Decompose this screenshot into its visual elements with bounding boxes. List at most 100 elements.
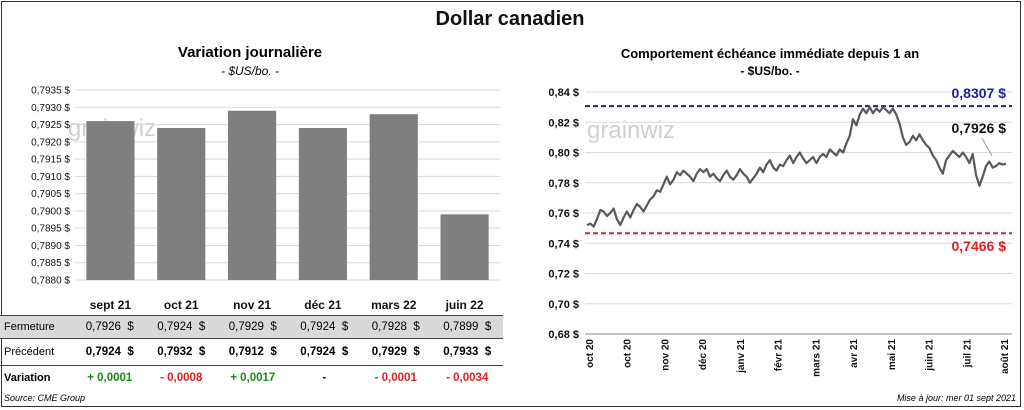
cell-currency: $ — [341, 346, 349, 358]
cell-value: 0,7929 — [228, 321, 264, 333]
x-tick-label: déc 20 — [698, 339, 709, 371]
row-label: Variation — [4, 372, 51, 384]
table-cell: + 0,0001 — [87, 372, 133, 384]
high-label: 0,8307 $ — [952, 85, 1007, 101]
y-tick-label: 0,7910 $ — [31, 172, 70, 183]
x-tick-label: mars 22 — [371, 298, 417, 312]
bar-y-axis: 0,7880 $ 0,7885 $ 0,7890 $ 0,7895 $ 0,7900 $… — [31, 86, 70, 287]
update-note: Mise à jour: mer 01 sept 2021 — [896, 393, 1016, 403]
table-row-variation: Variation + 0,0001 - 0,0008 + 0,0017 - -… — [0, 366, 503, 391]
table-cell: 0,7928 $ — [360, 315, 432, 339]
y-tick-label: 0,7920 $ — [31, 137, 70, 148]
x-tick-label: janv 21 — [736, 339, 747, 374]
cell-value: 0,7924 — [85, 346, 121, 358]
x-tick-label: mars 21 — [811, 339, 822, 377]
line-chart-title: Comportement échéance immédiate depuis 1… — [620, 46, 920, 61]
cell-value: 0,7932 — [157, 346, 193, 358]
y-tick-label: 0,74 $ — [548, 238, 579, 250]
y-tick-label: 0,76 $ — [548, 208, 579, 220]
row-label: Fermeture — [0, 315, 74, 339]
cell-value: 0,7928 — [371, 321, 407, 333]
x-tick-label: juil 21 — [962, 339, 973, 369]
cell-value: 0,7933 — [443, 346, 479, 358]
bar-chart: grainwiz 0,7880 $0,7885 $0,7890 $0,7895 … — [31, 86, 500, 312]
bar — [440, 214, 489, 280]
y-tick-label: 0,7930 $ — [31, 103, 70, 114]
line-x-axis: oct 20 oct 20 nov 20 déc 20 janv 21 févr 21 ma… — [585, 339, 1011, 377]
source-note: Source: CME Group — [4, 393, 86, 403]
cell-value: 0,7924 — [157, 321, 193, 333]
y-tick-label: 0,70 $ — [548, 299, 579, 311]
x-tick-label: juin 22 — [445, 298, 484, 312]
cell-currency: $ — [127, 346, 134, 358]
cell-value: 0,7929 — [371, 346, 407, 358]
y-tick-label: 0,68 $ — [548, 329, 579, 341]
table-cell: 0,7924 $ — [288, 315, 360, 339]
table-cell: - — [322, 372, 327, 384]
table-cell: 0,7932 $ — [145, 338, 217, 366]
table-cell: 0,7924 $ — [74, 338, 146, 366]
bar-grid — [75, 89, 500, 281]
bar — [228, 110, 277, 281]
cell-value: 0,7924 — [300, 346, 336, 358]
row-label: Précédent — [0, 338, 74, 366]
cell-currency: $ — [413, 346, 420, 358]
x-tick-label: oct 20 — [623, 339, 634, 368]
x-tick-label: avr 21 — [849, 339, 860, 368]
table-row-fermeture: Fermeture 0,7926 $ 0,7924 $ 0,7929 $ 0,7… — [0, 315, 503, 339]
table-row-precedent: Précédent 0,7924 $ 0,7932 $ 0,7912 $ 0,7… — [0, 338, 503, 366]
bar — [157, 128, 206, 280]
y-tick-label: 0,80 $ — [548, 148, 579, 160]
bar-chart-unit: - $US/bo. - — [220, 64, 280, 78]
cell-currency: $ — [341, 321, 349, 333]
main-title: Dollar canadien — [435, 8, 585, 30]
x-tick-label: mai 21 — [887, 339, 898, 371]
watermark: grainwiz — [587, 117, 675, 144]
bar — [86, 121, 135, 280]
table-cell: 0,7899 $ — [431, 315, 503, 339]
x-tick-label: juin 21 — [925, 339, 936, 372]
last-label: 0,7926 $ — [952, 120, 1007, 136]
y-tick-label: 0,72 $ — [548, 269, 579, 281]
y-tick-label: 0,7915 $ — [31, 155, 70, 166]
x-tick-label: oct 20 — [585, 339, 596, 368]
cell-currency: $ — [270, 346, 277, 358]
table-cell: 0,7924 $ — [145, 315, 217, 339]
bar-chart-title: Variation journalière — [177, 44, 323, 61]
last-value-leader — [981, 137, 993, 156]
line-y-axis: 0,68 $ 0,70 $ 0,72 $ 0,74 $ 0,76 $ 0,78 $ 0,80… — [548, 87, 579, 341]
cell-currency: $ — [198, 321, 206, 333]
bar — [298, 128, 347, 280]
cell-value: 0,7912 — [228, 346, 264, 358]
cell-currency: $ — [484, 346, 492, 358]
y-tick-label: 0,7885 $ — [31, 258, 70, 269]
table-cell: 0,7929 $ — [217, 315, 289, 339]
line-series — [586, 106, 1007, 228]
cell-value: 0,7926 — [85, 321, 121, 333]
y-tick-label: 0,7900 $ — [31, 206, 70, 217]
table-cell: - 0,0001 — [374, 372, 417, 384]
y-tick-label: 0,78 $ — [548, 178, 579, 190]
bar-x-axis: sept 21 oct 21 nov 21 déc 21 mars 22 juin 22 — [90, 298, 484, 312]
cell-currency: $ — [270, 321, 277, 333]
cell-value: 0,7924 — [300, 321, 336, 333]
table-cell: 0,7912 $ — [217, 338, 289, 366]
price-line — [586, 106, 1007, 228]
y-tick-label: 0,7890 $ — [31, 241, 70, 252]
x-tick-label: nov 20 — [660, 339, 671, 371]
x-tick-label: sept 21 — [90, 298, 132, 312]
table-cell: + 0,0017 — [230, 372, 276, 384]
reference-lines — [585, 105, 1012, 235]
cell-currency: $ — [484, 321, 492, 333]
table-cell: 0,7924 $ — [288, 338, 360, 366]
table-cell: - 0,0008 — [160, 372, 203, 384]
cell-currency: $ — [413, 321, 420, 333]
x-tick-label: août 21 — [1000, 339, 1011, 374]
y-tick-label: 0,7880 $ — [31, 276, 70, 287]
table-cell: 0,7929 $ — [360, 338, 432, 366]
x-tick-label: nov 21 — [233, 298, 271, 312]
cell-currency: $ — [127, 321, 134, 333]
x-tick-label: oct 21 — [164, 298, 199, 312]
table-cell: - 0,0034 — [446, 372, 489, 384]
